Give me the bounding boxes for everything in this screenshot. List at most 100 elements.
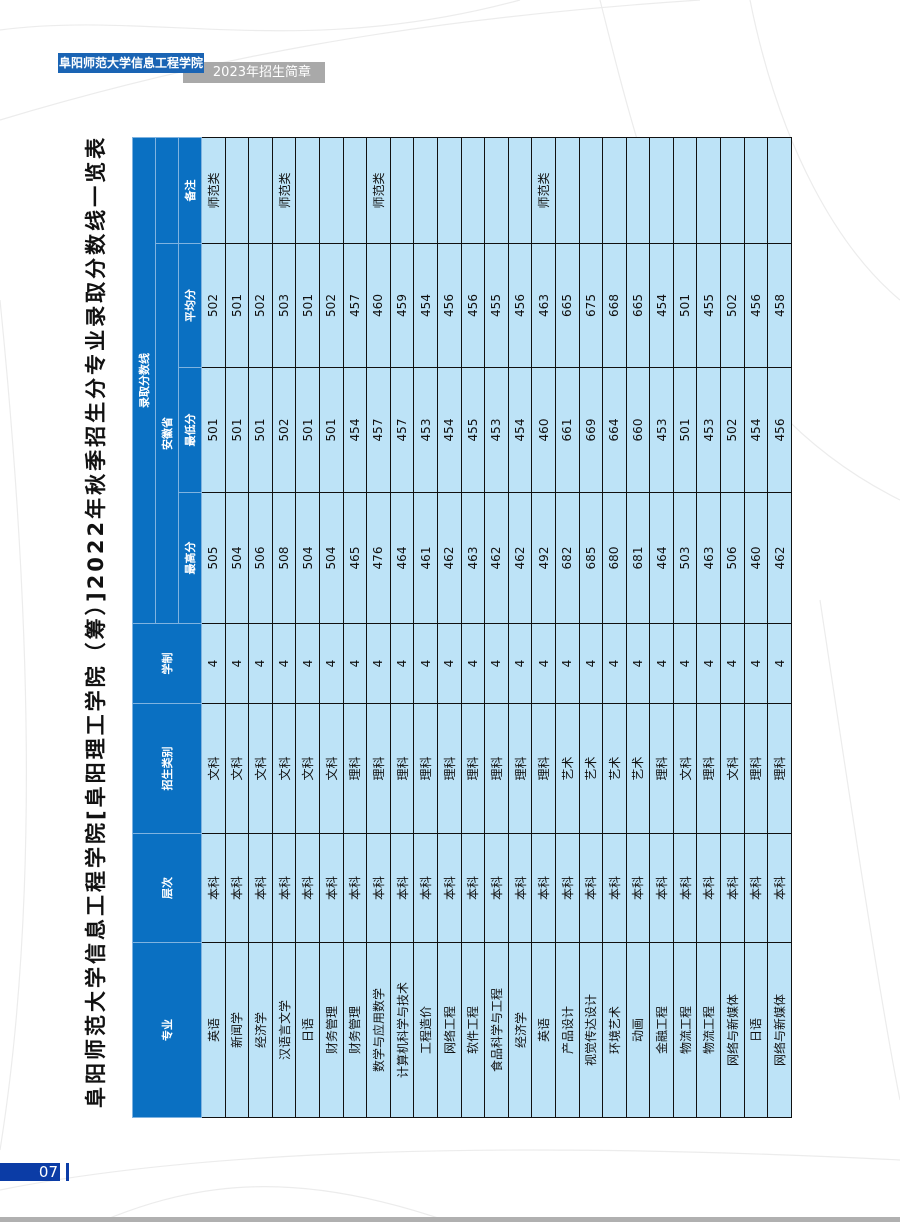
- cell-avg: 458: [767, 243, 792, 368]
- cell-note: 师范类: [201, 137, 226, 244]
- cell-duration: 4: [744, 623, 768, 704]
- cell-note: [484, 137, 509, 244]
- table-row: 财务管理 本科 理科 4 465 454 457: [343, 137, 367, 1118]
- col-note: 备注: [178, 137, 202, 244]
- cell-category: 文科: [673, 703, 697, 834]
- table-row: 计算机科学与技术 本科 理科 4 464 457 459: [390, 137, 414, 1118]
- cell-max: 462: [437, 492, 462, 624]
- cell-min: 501: [319, 367, 344, 493]
- table-body: 英语 本科 文科 4 505 501 502 师范类 新闻学 本科 文科 4 504 501 501 经济学本…: [201, 137, 792, 1118]
- cell-max: 508: [272, 492, 296, 624]
- cell-avg: 456: [508, 243, 532, 368]
- cell-category: 理科: [508, 703, 532, 834]
- cell-max: 463: [461, 492, 485, 624]
- table-row: 英语 本科 文科 4 505 501 502 师范类: [201, 137, 226, 1118]
- cell-duration: 4: [767, 623, 792, 704]
- cell-avg: 503: [272, 243, 296, 368]
- cell-duration: 4: [673, 623, 697, 704]
- cell-note: [413, 137, 438, 244]
- cell-min: 454: [343, 367, 367, 493]
- school-banner: 阜阳师范大学信息工程学院: [58, 53, 204, 73]
- cell-major: 经济学: [248, 942, 273, 1118]
- cell-level: 本科: [744, 833, 768, 943]
- cell-min: 453: [696, 367, 721, 493]
- cell-avg: 456: [461, 243, 485, 368]
- cell-level: 本科: [720, 833, 745, 943]
- cell-duration: 4: [508, 623, 532, 704]
- cell-max: 464: [390, 492, 414, 624]
- cell-major: 汉语言文学: [272, 942, 296, 1118]
- cell-major: 财务管理: [319, 942, 344, 1118]
- cell-max: 463: [696, 492, 721, 624]
- table-row: 英语 本科 理科 4 492 460 463 师范类: [531, 137, 556, 1118]
- cell-major: 金融工程: [649, 942, 674, 1118]
- cell-category: 理科: [461, 703, 485, 834]
- cell-note: [720, 137, 745, 244]
- cell-min: 455: [461, 367, 485, 493]
- cell-duration: 4: [413, 623, 438, 704]
- cell-level: 本科: [602, 833, 627, 943]
- table-row: 网络工程 本科 理科 4 462 454 456: [437, 137, 462, 1118]
- col-major: 专业: [132, 942, 202, 1118]
- cell-duration: 4: [720, 623, 745, 704]
- cell-max: 504: [295, 492, 320, 624]
- cell-min: 501: [673, 367, 697, 493]
- cell-avg: 459: [390, 243, 414, 368]
- cell-major: 视觉传达设计: [579, 942, 603, 1118]
- cell-avg: 675: [579, 243, 603, 368]
- table-row: 经济学 本科 文科 4 506 501 502: [248, 137, 273, 1118]
- cell-min: 502: [720, 367, 745, 493]
- cell-level: 本科: [295, 833, 320, 943]
- cell-duration: 4: [225, 623, 249, 704]
- cell-note: [626, 137, 650, 244]
- table-row: 环境艺术 本科 艺术 4 680 664 668: [602, 137, 627, 1118]
- cell-note: [295, 137, 320, 244]
- cell-max: 506: [248, 492, 273, 624]
- cell-max: 504: [319, 492, 344, 624]
- cell-note: [696, 137, 721, 244]
- cell-min: 501: [225, 367, 249, 493]
- cell-note: [744, 137, 768, 244]
- cell-note: 师范类: [272, 137, 296, 244]
- cell-note: [579, 137, 603, 244]
- brochure-banner: 2023年招生简章: [183, 62, 325, 83]
- cell-avg: 456: [744, 243, 768, 368]
- cell-duration: 4: [319, 623, 344, 704]
- cell-avg: 502: [319, 243, 344, 368]
- cell-avg: 501: [295, 243, 320, 368]
- cell-level: 本科: [626, 833, 650, 943]
- cell-major: 日语: [295, 942, 320, 1118]
- cell-major: 食品科学与工程: [484, 942, 509, 1118]
- table-row: 经济学 本科 理科 4 462 454 456: [508, 137, 532, 1118]
- page-marker: [66, 1163, 69, 1181]
- col-duration: 学制: [132, 623, 202, 704]
- cell-major: 经济学: [508, 942, 532, 1118]
- cell-avg: 668: [602, 243, 627, 368]
- cell-avg: 456: [437, 243, 462, 368]
- cell-level: 本科: [508, 833, 532, 943]
- cell-level: 本科: [673, 833, 697, 943]
- table-row: 网络与新媒体 本科 文科 4 506 502 502: [720, 137, 745, 1118]
- cell-avg: 501: [673, 243, 697, 368]
- cell-note: [602, 137, 627, 244]
- cell-note: [437, 137, 462, 244]
- cell-level: 本科: [484, 833, 509, 943]
- cell-duration: 4: [201, 623, 226, 704]
- cell-avg: 665: [626, 243, 650, 368]
- table-row: 产品设计 本科 艺术 4 682 661 665: [555, 137, 579, 1118]
- cell-avg: 502: [720, 243, 745, 368]
- cell-note: [673, 137, 697, 244]
- cell-major: 网络工程: [437, 942, 462, 1118]
- cell-level: 本科: [343, 833, 367, 943]
- cell-note: [343, 137, 367, 244]
- cell-major: 数学与应用数学: [366, 942, 391, 1118]
- cell-note: [461, 137, 485, 244]
- cell-max: 503: [673, 492, 697, 624]
- cell-level: 本科: [201, 833, 226, 943]
- cell-max: 681: [626, 492, 650, 624]
- cell-level: 本科: [413, 833, 438, 943]
- cell-min: 453: [484, 367, 509, 493]
- cell-category: 文科: [319, 703, 344, 834]
- cell-category: 文科: [720, 703, 745, 834]
- cell-level: 本科: [272, 833, 296, 943]
